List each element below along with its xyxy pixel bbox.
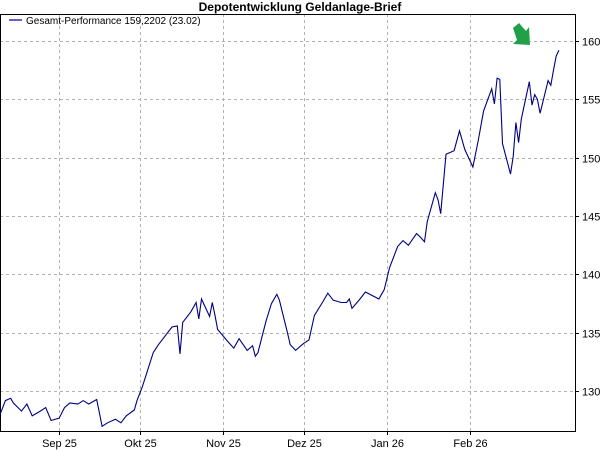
series-line: [0, 49, 560, 428]
y-tick-label: 130: [582, 387, 600, 399]
chart-title: Depotentwicklung Geldanlage-Brief: [198, 0, 402, 14]
y-tick-label: 145: [582, 212, 600, 224]
arrow-down-right-icon: [513, 23, 530, 45]
x-tick-label: Okt 25: [124, 438, 156, 450]
x-tick-label: Sep 25: [42, 438, 77, 450]
y-axis: 130 135 140 145 150 155 160: [575, 37, 600, 399]
y-tick-label: 155: [582, 95, 600, 107]
y-tick-label: 150: [582, 154, 600, 166]
y-tick-label: 135: [582, 329, 600, 341]
x-tick-label: Feb 26: [453, 438, 487, 450]
legend: Gesamt-Performance 159,2202 (23.02): [9, 16, 201, 27]
x-tick-label: Nov 25: [206, 438, 241, 450]
x-axis: Sep 25 Okt 25 Nov 25 Dez 25 Jan 26 Feb 26: [42, 431, 488, 450]
x-tick-label: Jan 26: [371, 438, 404, 450]
x-tick-label: Dez 25: [287, 438, 322, 450]
legend-label: Gesamt-Performance 159,2202 (23.02): [26, 16, 201, 27]
y-tick-label: 140: [582, 270, 600, 282]
gridlines: [0, 14, 575, 431]
plot-frame: [0, 14, 576, 432]
y-tick-label: 160: [582, 37, 600, 49]
